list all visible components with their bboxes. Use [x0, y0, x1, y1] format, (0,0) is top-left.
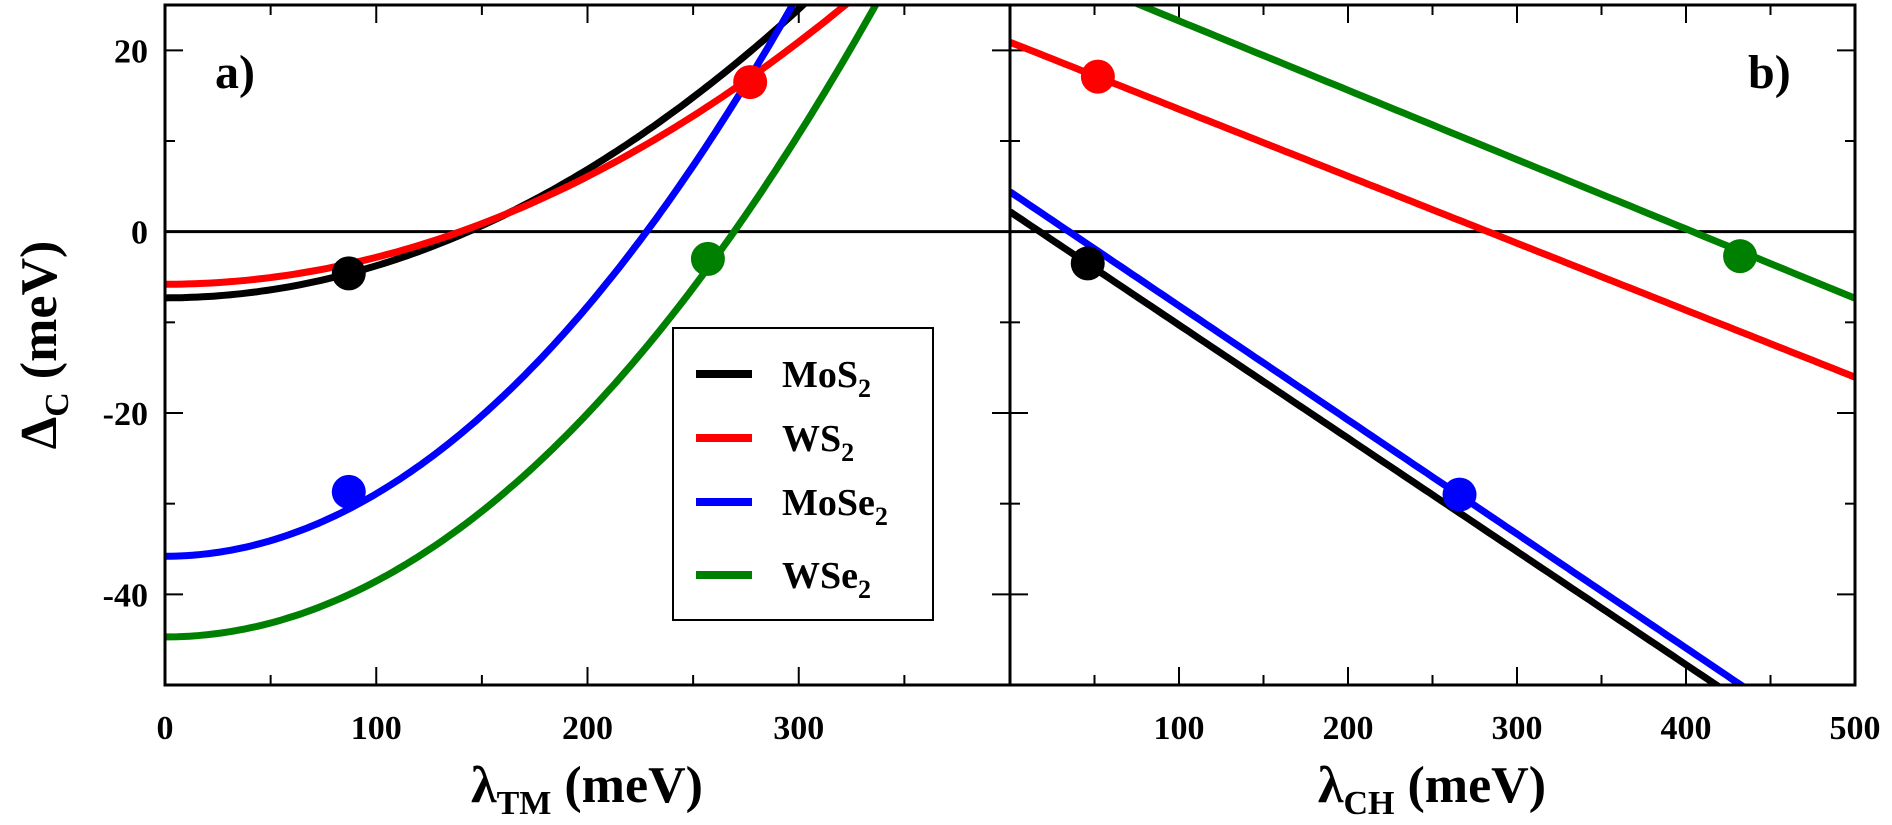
x-tick-label: 200: [562, 710, 613, 747]
legend-label-wse2: WSe2: [782, 555, 871, 604]
panel-b: 100 200 300 400 500 b) λCH (meV): [1009, 5, 1881, 822]
data-point-wse2: [690, 241, 725, 276]
x-axis-title-b: λCH (meV): [1318, 757, 1546, 822]
y-axis-title: ΔC (meV): [11, 241, 76, 450]
panel-b-label: b): [1748, 46, 1791, 99]
series-line-wse2: [1131, 5, 1855, 302]
x-tick-label: 300: [773, 710, 824, 747]
y-tick-label: 20: [114, 33, 148, 70]
x-tick-label: 500: [1830, 710, 1881, 747]
data-point-ws2: [733, 65, 768, 100]
data-point-mos2: [331, 256, 366, 291]
x-tick-label: 100: [351, 710, 402, 747]
legend-label-mose2: MoSe2: [782, 482, 888, 531]
y-tick-label: -20: [103, 396, 148, 433]
data-point-mose2: [331, 474, 366, 509]
data-point-mos2: [1070, 246, 1105, 281]
x-tick-label: 0: [157, 710, 174, 747]
series-line-ws2: [1010, 38, 1855, 381]
y-tick-label: 0: [131, 215, 148, 252]
data-point-mose2: [1442, 477, 1477, 512]
y-tick-label: -40: [103, 577, 148, 614]
data-point-ws2: [1080, 59, 1115, 94]
x-tick-label: 200: [1323, 710, 1374, 747]
legend-label-ws2: WS2: [782, 418, 854, 467]
legend: MoS2 WS2 MoSe2 WSe2: [672, 327, 934, 621]
series-line-mos2: [1010, 208, 1722, 685]
panel-a-label: a): [215, 46, 255, 99]
x-axis-title-a: λTM (meV): [471, 757, 703, 822]
data-point-wse2: [1723, 239, 1758, 274]
panel-b-frame: [1008, 3, 1857, 687]
x-tick-label: 300: [1492, 710, 1543, 747]
series-line-mose2: [1010, 188, 1748, 685]
series-line-mose2: [165, 5, 797, 560]
series-line-wse2: [165, 5, 880, 641]
x-tick-label: 100: [1154, 710, 1205, 747]
x-tick-label: 400: [1661, 710, 1712, 747]
legend-label-mos2: MoS2: [782, 354, 871, 403]
